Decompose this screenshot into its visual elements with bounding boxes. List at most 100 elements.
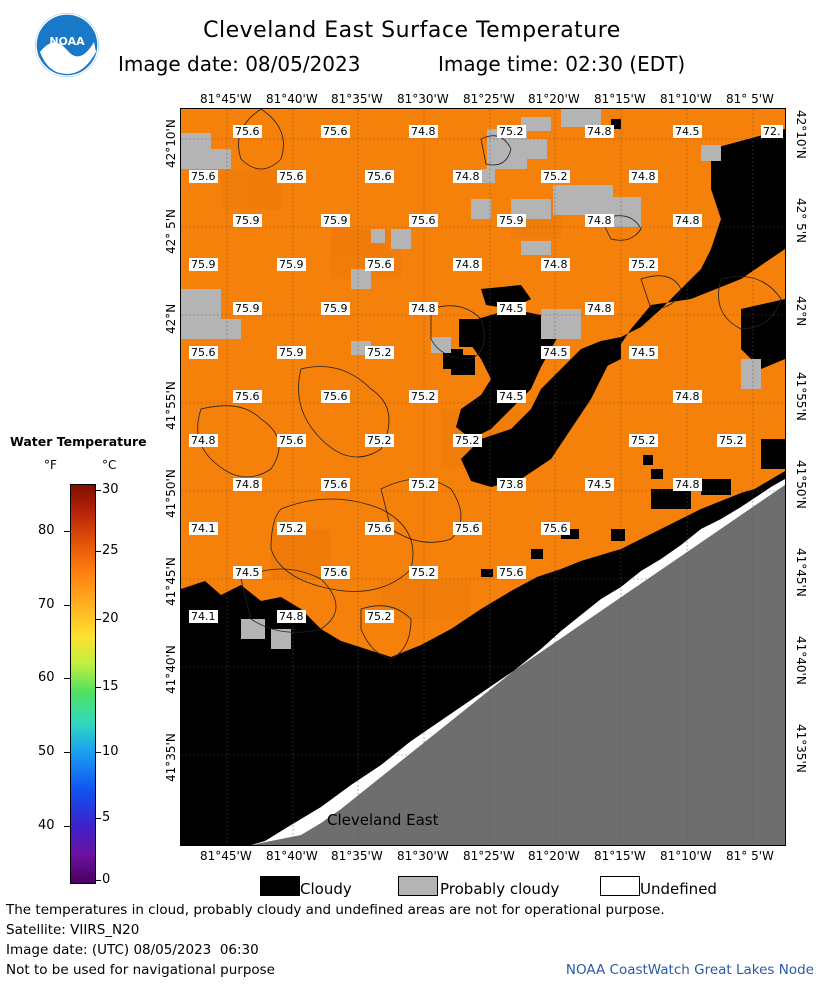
temp-label: 75.2 bbox=[629, 434, 658, 447]
lon-tick-bottom: 81°25'W bbox=[463, 849, 515, 863]
credit-link[interactable]: NOAA CoastWatch Great Lakes Node bbox=[565, 962, 814, 978]
temp-label: 75.2 bbox=[717, 434, 746, 447]
temp-label: 75.6 bbox=[453, 522, 482, 535]
noaa-logo: NOAA bbox=[34, 12, 100, 78]
page-title: Cleveland East Surface Temperature bbox=[203, 18, 621, 43]
lon-tick-bottom: 81°35'W bbox=[331, 849, 383, 863]
temp-label: 75.2 bbox=[365, 434, 394, 447]
temp-label: 75.9 bbox=[321, 214, 350, 227]
temp-label: 75.9 bbox=[277, 258, 306, 271]
c-tick: 30 bbox=[102, 482, 119, 497]
image-time: Image time: 02:30 (EDT) bbox=[438, 52, 686, 76]
f-tick-mark bbox=[64, 678, 70, 679]
lat-tick-right: 42°N bbox=[794, 296, 808, 327]
temp-label: 73.8 bbox=[497, 478, 526, 491]
temp-label: 75.9 bbox=[497, 214, 526, 227]
c-tick: 10 bbox=[102, 744, 119, 759]
legend-unit-f: °F bbox=[44, 458, 57, 472]
temp-label: 75.6 bbox=[321, 390, 350, 403]
lon-tick-top: 81°20'W bbox=[528, 92, 580, 106]
temp-label: 74.8 bbox=[673, 390, 702, 403]
map-canvas: Cleveland East bbox=[181, 109, 785, 845]
temp-label: 74.8 bbox=[585, 214, 614, 227]
lat-tick-right: 41°40'N bbox=[794, 636, 808, 685]
f-tick: 50 bbox=[38, 744, 55, 759]
f-tick: 70 bbox=[38, 597, 55, 612]
temp-label: 75.6 bbox=[321, 125, 350, 138]
lat-tick-left: 42°N bbox=[164, 303, 178, 334]
temp-label: 74.5 bbox=[233, 566, 262, 579]
temp-label: 74.5 bbox=[673, 125, 702, 138]
temp-label: 75.6 bbox=[497, 566, 526, 579]
lat-tick-right: 41°55'N bbox=[794, 372, 808, 421]
temp-label: 74.8 bbox=[277, 610, 306, 623]
temp-label: 74.8 bbox=[409, 302, 438, 315]
temp-label: 74.5 bbox=[585, 478, 614, 491]
f-tick-mark bbox=[64, 605, 70, 606]
navigation-warning: Not to be used for navigational purpose bbox=[6, 962, 275, 978]
lon-tick-top: 81°40'W bbox=[266, 92, 318, 106]
temp-label: 75.2 bbox=[409, 478, 438, 491]
temp-label: 74.8 bbox=[453, 170, 482, 183]
temp-label: 74.8 bbox=[541, 258, 570, 271]
lon-tick-bottom: 81°45'W bbox=[200, 849, 252, 863]
temperature-map[interactable]: Cleveland East 75.6 75.6 74.8 75.2 74.8 … bbox=[180, 108, 786, 846]
temp-label: 75.9 bbox=[233, 214, 262, 227]
temp-label: 75.6 bbox=[233, 125, 262, 138]
temp-label: 74.1 bbox=[189, 610, 218, 623]
temp-label: 75.2 bbox=[365, 346, 394, 359]
temp-label: 75.2 bbox=[365, 610, 394, 623]
legend-probably-cloudy-label: Probably cloudy bbox=[440, 880, 560, 898]
lat-tick-right: 42°10'N bbox=[794, 110, 808, 159]
c-tick: 15 bbox=[102, 679, 119, 694]
lat-tick-left: 41°35'N bbox=[164, 733, 178, 782]
temp-label: 75.2 bbox=[409, 390, 438, 403]
temp-label: 74.8 bbox=[585, 125, 614, 138]
f-tick-mark bbox=[64, 752, 70, 753]
legend-probably-cloudy-swatch bbox=[398, 876, 438, 896]
f-tick-mark bbox=[64, 531, 70, 532]
lat-tick-left: 41°50'N bbox=[164, 469, 178, 518]
c-tick: 0 bbox=[102, 872, 111, 887]
temp-label: 75.2 bbox=[409, 566, 438, 579]
c-tick-mark bbox=[95, 880, 101, 881]
lat-tick-left: 41°55'N bbox=[164, 381, 178, 430]
temp-label: 74.8 bbox=[673, 478, 702, 491]
lat-tick-left: 42°10'N bbox=[164, 119, 178, 168]
temp-label: 74.5 bbox=[497, 390, 526, 403]
temp-label: 75.6 bbox=[409, 214, 438, 227]
c-tick: 20 bbox=[102, 611, 119, 626]
lon-tick-top: 81°30'W bbox=[397, 92, 449, 106]
temp-label: 75.6 bbox=[541, 522, 570, 535]
temp-label: 74.8 bbox=[673, 214, 702, 227]
lat-tick-left: 41°40'N bbox=[164, 645, 178, 694]
lon-tick-bottom: 81°40'W bbox=[266, 849, 318, 863]
legend-title: Water Temperature bbox=[10, 434, 147, 449]
temp-label: 75.6 bbox=[365, 170, 394, 183]
color-bar bbox=[70, 484, 96, 884]
c-tick: 25 bbox=[102, 543, 119, 558]
temp-label: 75.9 bbox=[233, 302, 262, 315]
lat-tick-right: 42° 5'N bbox=[794, 198, 808, 243]
temp-label: 74.8 bbox=[585, 302, 614, 315]
temp-label: 75.2 bbox=[541, 170, 570, 183]
lon-tick-bottom: 81° 5'W bbox=[726, 849, 774, 863]
f-tick: 40 bbox=[38, 818, 55, 833]
lon-tick-top: 81°15'W bbox=[594, 92, 646, 106]
temp-label: 74.8 bbox=[629, 170, 658, 183]
temp-label: 75.9 bbox=[321, 302, 350, 315]
temp-label: 74.5 bbox=[541, 346, 570, 359]
temp-label: 74.5 bbox=[497, 302, 526, 315]
legend-cloudy-label: Cloudy bbox=[300, 880, 352, 898]
image-date: Image date: 08/05/2023 bbox=[118, 52, 361, 76]
lon-tick-top: 81°25'W bbox=[463, 92, 515, 106]
lat-tick-left: 42° 5'N bbox=[164, 209, 178, 254]
temp-label: 75.6 bbox=[277, 170, 306, 183]
disclaimer-text: The temperatures in cloud, probably clou… bbox=[6, 902, 665, 918]
lon-tick-bottom: 81°15'W bbox=[594, 849, 646, 863]
legend-unit-c: °C bbox=[102, 458, 117, 472]
c-tick-mark bbox=[95, 818, 101, 819]
lon-tick-top: 81° 5'W bbox=[726, 92, 774, 106]
temp-label: 74.5 bbox=[629, 346, 658, 359]
c-tick-mark bbox=[95, 551, 101, 552]
